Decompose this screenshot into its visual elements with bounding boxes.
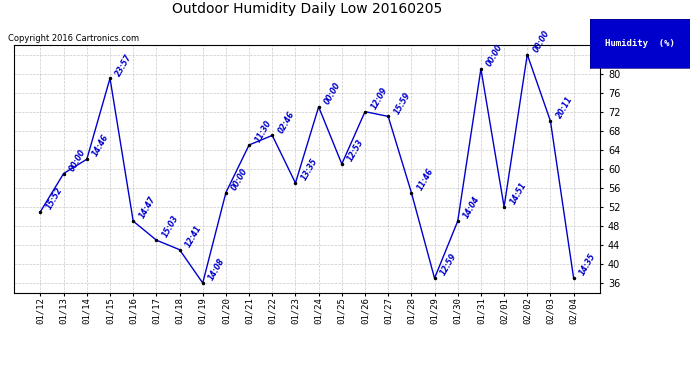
Text: 11:30: 11:30 bbox=[253, 119, 273, 144]
Title: Outdoor Humidity Daily Low 20160205: Outdoor Humidity Daily Low 20160205 bbox=[172, 2, 442, 16]
Text: 12:59: 12:59 bbox=[439, 252, 459, 278]
Text: 20:11: 20:11 bbox=[555, 95, 574, 120]
Text: 12:41: 12:41 bbox=[184, 224, 204, 249]
Text: 14:46: 14:46 bbox=[91, 133, 111, 159]
Text: 00:00: 00:00 bbox=[230, 166, 250, 192]
Text: 00:00: 00:00 bbox=[531, 28, 551, 54]
Text: 13:35: 13:35 bbox=[299, 157, 319, 182]
Text: 14:51: 14:51 bbox=[509, 181, 528, 206]
Text: 14:35: 14:35 bbox=[578, 252, 598, 278]
Text: Copyright 2016 Cartronics.com: Copyright 2016 Cartronics.com bbox=[8, 33, 139, 42]
Text: 12:09: 12:09 bbox=[369, 86, 389, 111]
Text: 14:08: 14:08 bbox=[207, 257, 227, 282]
Text: 15:03: 15:03 bbox=[161, 214, 180, 239]
Text: 14:47: 14:47 bbox=[137, 195, 157, 220]
Text: 00:00: 00:00 bbox=[68, 147, 88, 173]
Text: 00:00: 00:00 bbox=[323, 81, 343, 106]
Text: 14:04: 14:04 bbox=[462, 195, 482, 220]
Text: 15:52: 15:52 bbox=[45, 186, 64, 211]
Text: 15:59: 15:59 bbox=[393, 90, 412, 116]
Text: 12:53: 12:53 bbox=[346, 138, 366, 163]
Text: 00:00: 00:00 bbox=[485, 43, 505, 68]
Text: 02:46: 02:46 bbox=[277, 110, 296, 135]
Text: 11:46: 11:46 bbox=[415, 166, 435, 192]
Text: 23:57: 23:57 bbox=[114, 52, 134, 78]
